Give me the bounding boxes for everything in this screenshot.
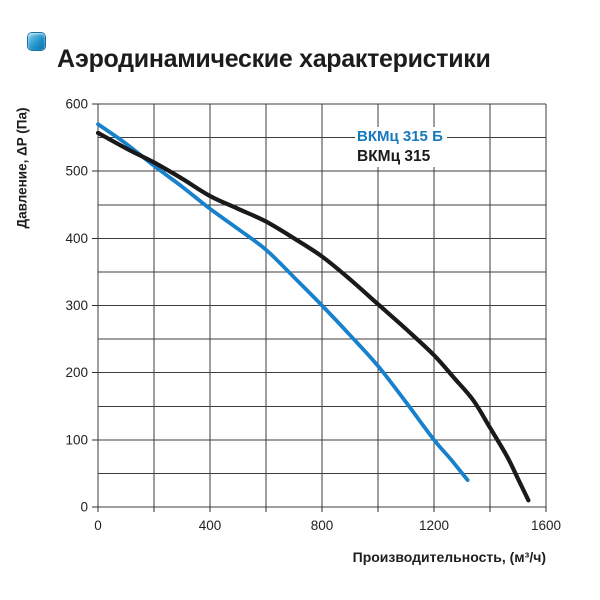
svg-text:800: 800 <box>311 518 334 533</box>
svg-text:100: 100 <box>65 432 88 447</box>
svg-text:1200: 1200 <box>419 518 449 533</box>
svg-text:1600: 1600 <box>531 518 561 533</box>
svg-text:300: 300 <box>65 298 88 313</box>
series-curve-vkmc-315 <box>95 130 531 503</box>
legend-entry-vkmc-315: ВКМц 315 <box>355 147 447 167</box>
svg-text:500: 500 <box>65 164 88 179</box>
tick-labels: 0 400 800 1200 1600 0 100 200 300 400 500 600 <box>65 97 561 534</box>
svg-text:200: 200 <box>65 365 88 380</box>
svg-text:0: 0 <box>94 518 102 533</box>
y-axis-title: Давление, ΔP (Па) <box>14 107 30 229</box>
chart-legend: ВКМц 315 Б ВКМц 315 <box>355 127 447 167</box>
svg-text:400: 400 <box>65 231 88 246</box>
x-axis-title: Производительность, (м³/ч) <box>352 549 546 565</box>
svg-text:0: 0 <box>80 500 88 515</box>
svg-text:400: 400 <box>199 518 222 533</box>
page-title: Аэродинамические характеристики <box>57 44 491 73</box>
legend-entry-vkmc-315b: ВКМц 315 Б <box>355 127 447 147</box>
series-curve-vkmc-315b <box>96 122 470 482</box>
svg-text:600: 600 <box>65 97 88 112</box>
section-bullet-icon <box>28 33 45 50</box>
axis-ticks <box>92 103 547 512</box>
